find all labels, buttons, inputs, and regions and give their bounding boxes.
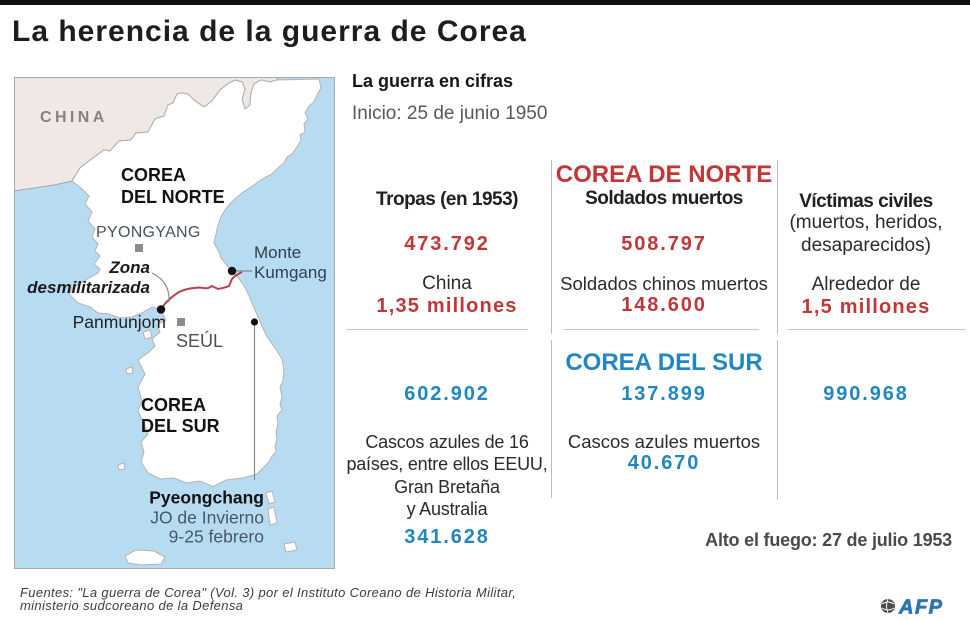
svg-text:JO de Invierno: JO de Invierno [150,508,264,528]
svg-text:DEL SUR: DEL SUR [141,416,220,436]
svg-text:Kumgang: Kumgang [254,263,327,282]
svg-text:PYONGYANG: PYONGYANG [96,224,201,241]
svg-text:SEÚL: SEÚL [176,330,223,351]
svg-text:CHINA: CHINA [40,109,108,126]
svg-text:COREA: COREA [141,395,206,415]
svg-text:Panmunjom: Panmunjom [73,312,166,332]
svg-text:AFP: AFP [898,597,944,617]
svg-text:COREA: COREA [121,165,186,185]
svg-text:Pyeongchang: Pyeongchang [149,488,264,508]
svg-text:desmilitarizada: desmilitarizada [27,278,150,297]
svg-text:Zona: Zona [108,258,150,277]
svg-text:DEL NORTE: DEL NORTE [121,187,225,207]
svg-text:9-25 febrero: 9-25 febrero [169,527,264,547]
svg-text:Monte: Monte [254,243,301,262]
